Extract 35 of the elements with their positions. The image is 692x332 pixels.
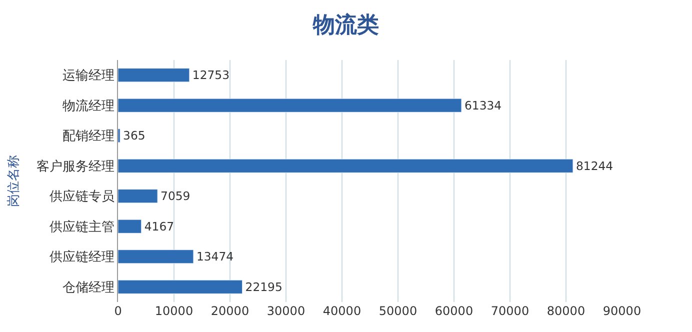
y-tick-label: 客户服务经理 xyxy=(36,158,114,174)
data-label: 12753 xyxy=(192,68,230,82)
y-tick-label: 仓储经理 xyxy=(62,280,114,296)
chart-title: 物流类 xyxy=(312,12,379,38)
bar xyxy=(118,219,142,234)
bar xyxy=(118,98,462,112)
y-tick-label: 运输经理 xyxy=(62,68,114,84)
data-label: 13474 xyxy=(196,250,234,264)
y-tick-label: 供应链经理 xyxy=(49,249,114,266)
y-tick-label: 供应链主管 xyxy=(49,218,114,235)
x-tick-label: 60000 xyxy=(434,304,474,318)
y-tick-label: 供应链专员 xyxy=(49,188,114,205)
data-label: 365 xyxy=(123,128,146,143)
y-tick-label: 物流经理 xyxy=(62,98,114,114)
bar xyxy=(118,158,574,173)
y-axis-title: 岗位名称 xyxy=(6,155,22,207)
x-tick-label: 40000 xyxy=(322,304,362,318)
x-tick-label: 20000 xyxy=(210,304,250,318)
data-label: 4167 xyxy=(144,219,174,234)
bar xyxy=(118,189,158,204)
data-label: 61334 xyxy=(464,98,502,112)
data-label: 7059 xyxy=(160,189,190,204)
x-tick-label: 10000 xyxy=(154,304,194,318)
bar xyxy=(118,280,243,294)
x-tick-label: 80000 xyxy=(546,304,586,318)
bar xyxy=(118,68,190,82)
x-tick-label: 50000 xyxy=(378,304,418,318)
x-tick-label: 0 xyxy=(114,304,122,318)
x-tick-label: 30000 xyxy=(266,304,306,318)
x-tick-label: 90000 xyxy=(602,304,642,318)
data-label: 81244 xyxy=(576,158,614,173)
data-label: 22195 xyxy=(245,280,282,294)
x-tick-label: 70000 xyxy=(490,304,530,318)
y-tick-label: 配销经理 xyxy=(62,129,114,144)
bar xyxy=(118,250,194,264)
